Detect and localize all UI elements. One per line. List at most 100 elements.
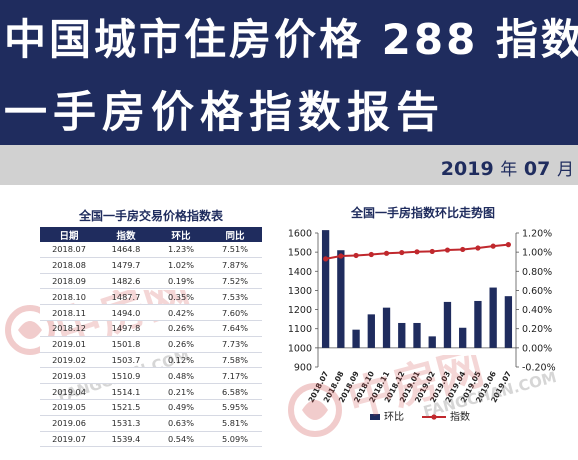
bar-mom-2019-03: [443, 301, 452, 348]
table-header-row: 日期 指数 环比 同比: [40, 227, 262, 242]
header-date: 日期: [40, 227, 98, 242]
cell-mom: 0.42%: [154, 304, 208, 321]
cell-index: 1479.7: [98, 257, 154, 274]
legend-line-marker: [431, 414, 437, 420]
cell-mom: 0.35%: [154, 288, 208, 306]
cell-yoy: 7.60%: [208, 304, 262, 321]
header-index: 指数: [98, 227, 154, 242]
right-tick-label: 0.40%: [522, 305, 552, 316]
cell-mom: 0.48%: [154, 367, 208, 385]
bar-mom-2019-06: [489, 287, 497, 348]
left-tick-label: 900: [294, 363, 312, 374]
table-row: 2019.07 1539.4 0.54% 5.09%: [40, 431, 262, 448]
table-row: 2019.03 1510.9 0.48% 7.17%: [40, 367, 262, 385]
table-row: 2018.08 1479.7 1.02% 7.87%: [40, 257, 262, 274]
bar-mom-2019-02: [428, 336, 436, 348]
index-point-2019-07: [505, 242, 511, 248]
report-year: 2019: [440, 158, 494, 180]
right-tick-label: 0.20%: [522, 324, 552, 335]
left-tick-label: 1400: [288, 267, 312, 278]
legend-line-label: 指数: [450, 410, 470, 423]
cell-yoy: 5.09%: [208, 431, 262, 448]
bar-mom-2019-04: [459, 327, 467, 348]
cell-mom: 0.26%: [154, 320, 208, 337]
legend-bar-label: 环比: [384, 411, 404, 423]
cell-yoy: 7.52%: [208, 273, 262, 290]
chart-title: 全国一手房指数环比走势图: [350, 205, 495, 220]
left-tick-label: 1100: [288, 324, 312, 335]
index-point-2018-12: [399, 249, 405, 256]
left-tick-label: 1600: [288, 229, 312, 240]
cell-date: 2018.11: [40, 304, 98, 321]
right-tick-label: -0.20%: [522, 363, 556, 374]
mom-trend-chart: 全国一手房指数环比走势图 900 1000 1100 1200 1300 1400 1500 1…: [288, 205, 556, 423]
cell-index: 1521.5: [98, 399, 154, 416]
cell-mom: 0.63%: [154, 415, 208, 432]
cell-date: 2019.06: [40, 415, 98, 432]
left-tick-label: 1300: [288, 286, 312, 297]
cell-date: 2019.01: [40, 336, 98, 353]
cell-yoy: 7.58%: [208, 352, 262, 369]
index-point-2018-11: [383, 250, 390, 256]
table-row: 2018.12 1497.8 0.26% 7.64%: [40, 320, 262, 337]
cell-yoy: 7.53%: [208, 288, 262, 306]
table-row: 2018.09 1482.6 0.19% 7.52%: [40, 273, 262, 290]
right-tick-label: 0.60%: [522, 286, 552, 297]
cell-index: 1503.7: [98, 352, 154, 369]
cell-index: 1501.8: [98, 336, 154, 353]
left-tick-label: 1000: [288, 343, 312, 354]
table-row: 2019.02 1503.7 0.12% 7.58%: [40, 352, 262, 369]
report-banner: 中国城市住房价格 288 指数 一手房价格指数报告: [0, 0, 578, 145]
header-mom: 环比: [154, 227, 208, 242]
cell-index: 1494.0: [98, 304, 154, 321]
table-row: 2019.06 1531.3 0.63% 5.81%: [40, 415, 262, 432]
cell-mom: 0.21%: [154, 383, 208, 400]
cell-yoy: 5.81%: [208, 415, 262, 432]
right-tick-label: 1.20%: [522, 229, 552, 240]
bar-mom-2018-08: [337, 250, 345, 348]
cell-date: 2018.12: [40, 320, 98, 337]
right-tick-label: 1.00%: [522, 248, 552, 259]
cell-yoy: 7.87%: [208, 257, 262, 274]
cell-index: 1497.8: [98, 320, 154, 337]
cell-index: 1539.4: [98, 431, 154, 448]
bar-mom-2018-11: [382, 307, 391, 348]
cell-yoy: 7.51%: [208, 242, 262, 258]
table-row: 2018.07 1464.8 1.23% 7.51%: [40, 242, 262, 258]
cell-date: 2019.04: [40, 383, 98, 400]
cell-index: 1487.7: [98, 288, 154, 306]
table-row: 2019.05 1521.5 0.49% 5.95%: [40, 399, 262, 416]
left-tick-label: 1500: [288, 248, 312, 259]
index-point-2018-10: [368, 251, 374, 258]
cell-mom: 0.12%: [154, 352, 208, 369]
cell-date: 2018.10: [40, 288, 98, 306]
report-month-unit: 月: [557, 160, 574, 180]
index-point-2019-06: [490, 243, 496, 249]
index-point-2018-09: [353, 252, 359, 259]
legend-bar-swatch: [370, 414, 380, 420]
cell-mom: 0.54%: [154, 431, 208, 448]
cell-mom: 1.02%: [154, 257, 208, 274]
index-point-2019-02: [429, 248, 435, 255]
right-tick-label: 0.00%: [522, 343, 552, 354]
table-title: 全国一手房交易价格指数表: [78, 209, 223, 223]
cell-mom: 0.26%: [154, 336, 208, 353]
index-point-2019-04: [460, 246, 466, 253]
table-row: 2018.10 1487.7 0.35% 7.53%: [40, 288, 262, 306]
bar-mom-2018-07: [321, 230, 330, 348]
report-date: 2019 年 07 月: [441, 155, 574, 180]
cell-yoy: 7.17%: [208, 367, 262, 385]
bar-mom-2019-07: [504, 296, 513, 348]
table-row: 2019.04 1514.1 0.21% 6.58%: [40, 383, 262, 400]
report-month: 07: [523, 158, 551, 180]
bar-mom-2018-12: [398, 322, 406, 348]
table-row: 2018.11 1494.0 0.42% 7.60%: [40, 304, 262, 321]
index-point-2019-01: [414, 249, 420, 255]
table-row: 2019.01 1501.8 0.26% 7.73%: [40, 336, 262, 353]
price-index-table: 日期 指数 环比 同比 2018.07 1464.8 1.23% 7.51% 2018.…: [40, 227, 262, 448]
index-point-2019-05: [475, 245, 481, 251]
cell-date: 2019.02: [40, 352, 98, 369]
cell-date: 2019.07: [40, 431, 98, 448]
cell-yoy: 6.58%: [208, 383, 262, 400]
bar-mom-2019-01: [413, 322, 421, 348]
